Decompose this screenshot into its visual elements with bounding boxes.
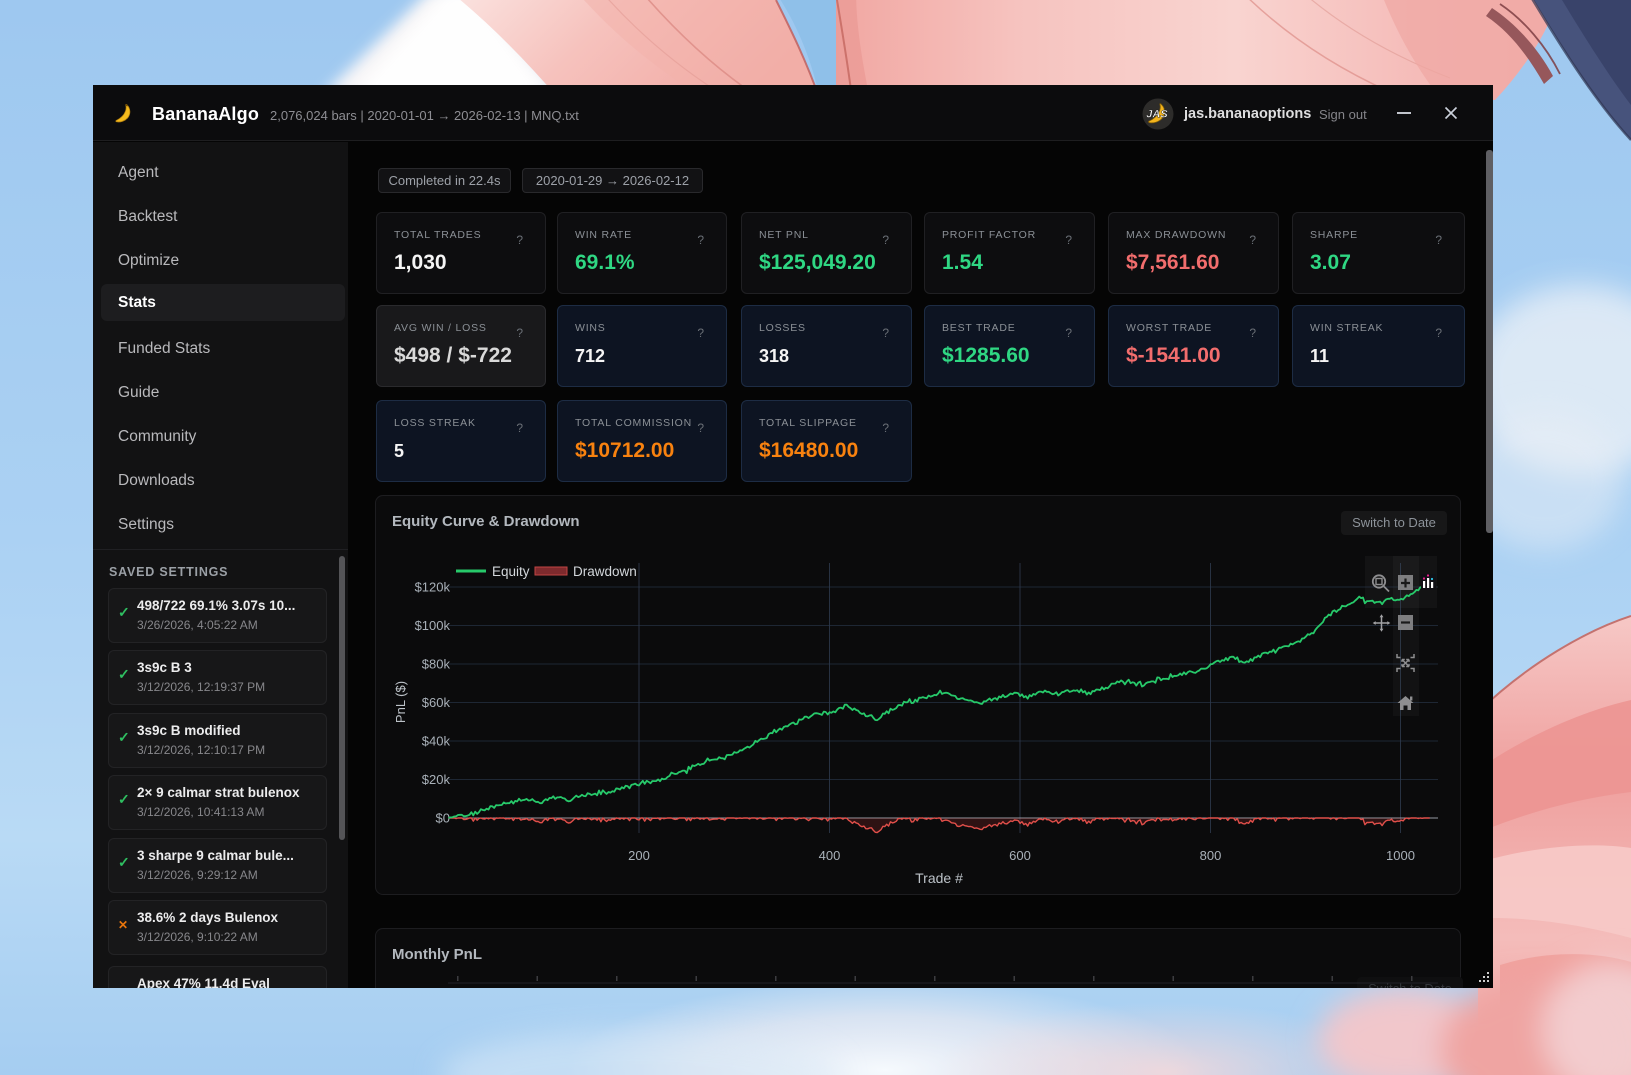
svg-text:Trade #: Trade # xyxy=(915,870,963,886)
svg-text:1000: 1000 xyxy=(1386,848,1415,863)
svg-text:$20k: $20k xyxy=(422,772,451,787)
svg-text:$100k: $100k xyxy=(415,618,451,633)
svg-text:$40k: $40k xyxy=(422,734,451,749)
svg-text:$120k: $120k xyxy=(415,580,451,595)
svg-text:200: 200 xyxy=(628,848,650,863)
svg-text:Equity: Equity xyxy=(492,564,530,579)
svg-text:JAS: JAS xyxy=(1146,109,1168,121)
svg-text:$80k: $80k xyxy=(422,657,451,672)
svg-text:PnL ($): PnL ($) xyxy=(393,681,408,723)
svg-text:Drawdown: Drawdown xyxy=(573,564,637,579)
svg-text:800: 800 xyxy=(1200,848,1222,863)
svg-text:$60k: $60k xyxy=(422,695,451,710)
svg-text:$0: $0 xyxy=(436,811,450,826)
svg-text:600: 600 xyxy=(1009,848,1031,863)
svg-text:400: 400 xyxy=(819,848,841,863)
